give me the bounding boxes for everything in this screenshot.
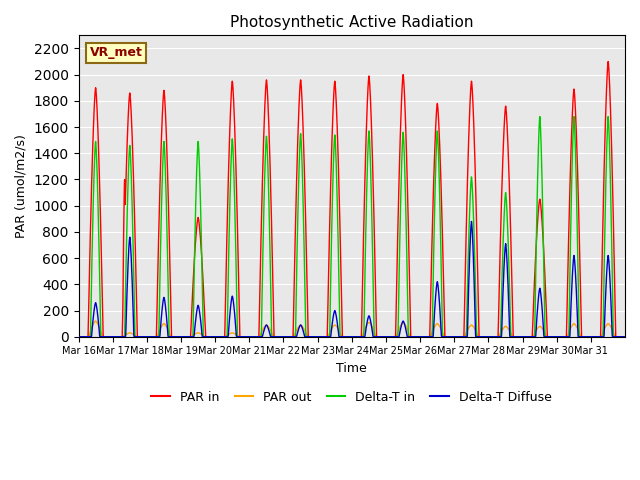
Y-axis label: PAR (umol/m2/s): PAR (umol/m2/s) (15, 134, 28, 238)
Title: Photosynthetic Active Radiation: Photosynthetic Active Radiation (230, 15, 474, 30)
X-axis label: Time: Time (337, 362, 367, 375)
Text: VR_met: VR_met (90, 47, 142, 60)
Legend: PAR in, PAR out, Delta-T in, Delta-T Diffuse: PAR in, PAR out, Delta-T in, Delta-T Dif… (147, 386, 557, 409)
